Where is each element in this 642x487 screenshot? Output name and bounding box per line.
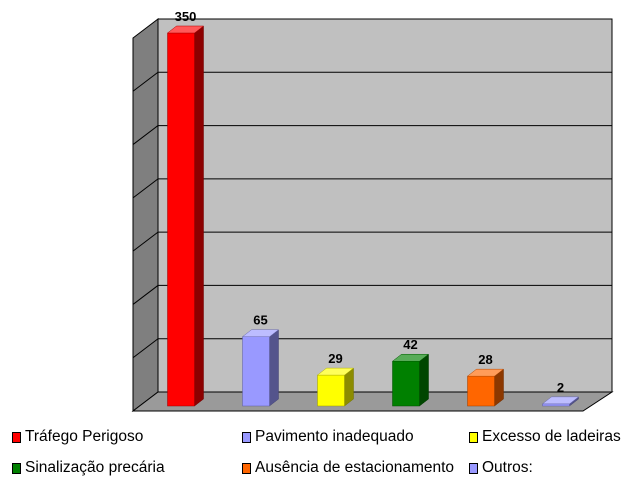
data-label: 28: [478, 352, 492, 367]
bar-top: [466, 368, 505, 377]
data-label: 65: [253, 313, 267, 328]
bar: [467, 375, 495, 407]
data-label: 2: [557, 380, 564, 395]
legend-label: Pavimento inadequado: [255, 428, 414, 445]
legend-label: Outros:: [482, 459, 533, 476]
bar-top: [391, 353, 430, 362]
legend-item-ausencia-de-estacionamento: Ausência de estacionamento: [242, 459, 454, 477]
legend-swatch: [469, 462, 478, 474]
data-label: 350: [175, 9, 197, 24]
legend-swatch: [12, 462, 21, 474]
legend-label: Tráfego Perigoso: [25, 428, 144, 445]
bar-top: [241, 329, 280, 337]
bar: [542, 403, 570, 407]
legend-label: Excesso de ladeiras: [482, 428, 621, 445]
data-label: 29: [328, 351, 342, 366]
chart-side-wall: [132, 17, 159, 413]
legend-label: Ausência de estacionamento: [255, 459, 455, 476]
legend-item-excesso-de-ladeiras: Excesso de ladeiras: [469, 428, 621, 446]
legend-swatch: [469, 431, 478, 443]
data-label: 42: [403, 337, 417, 352]
bar-side: [269, 329, 279, 407]
legend-swatch: [242, 462, 251, 474]
legend-item-sinalizacao-precaria: Sinalização precária: [12, 459, 165, 477]
bar-top: [316, 367, 355, 376]
chart-floor: [131, 391, 614, 412]
bar: [167, 32, 195, 407]
legend-swatch: [242, 431, 251, 443]
gridline-side: [132, 125, 159, 145]
chart-back-wall: [157, 18, 613, 393]
bar: [392, 360, 420, 407]
bar-top: [166, 25, 205, 34]
gridline-side: [132, 285, 159, 305]
legend-swatch: [12, 431, 21, 443]
bar-side: [419, 353, 429, 407]
gridline-side: [132, 338, 159, 359]
gridline-side: [132, 231, 159, 252]
legend-label: Sinalização precária: [25, 459, 165, 476]
bar-top: [541, 396, 580, 405]
legend-item-pavimento-inadequado: Pavimento inadequado: [242, 428, 414, 446]
bar: [242, 336, 270, 407]
bar-side: [194, 25, 204, 407]
legend-item-outros: Outros:: [469, 459, 533, 477]
legend: Tráfego Perigoso Pavimento inadequado Ex…: [12, 428, 637, 483]
legend-item-trafego-perigoso: Tráfego Perigoso: [12, 428, 143, 446]
gridline-side: [132, 178, 159, 199]
gridline-side: [132, 71, 159, 92]
bar: [317, 374, 345, 407]
